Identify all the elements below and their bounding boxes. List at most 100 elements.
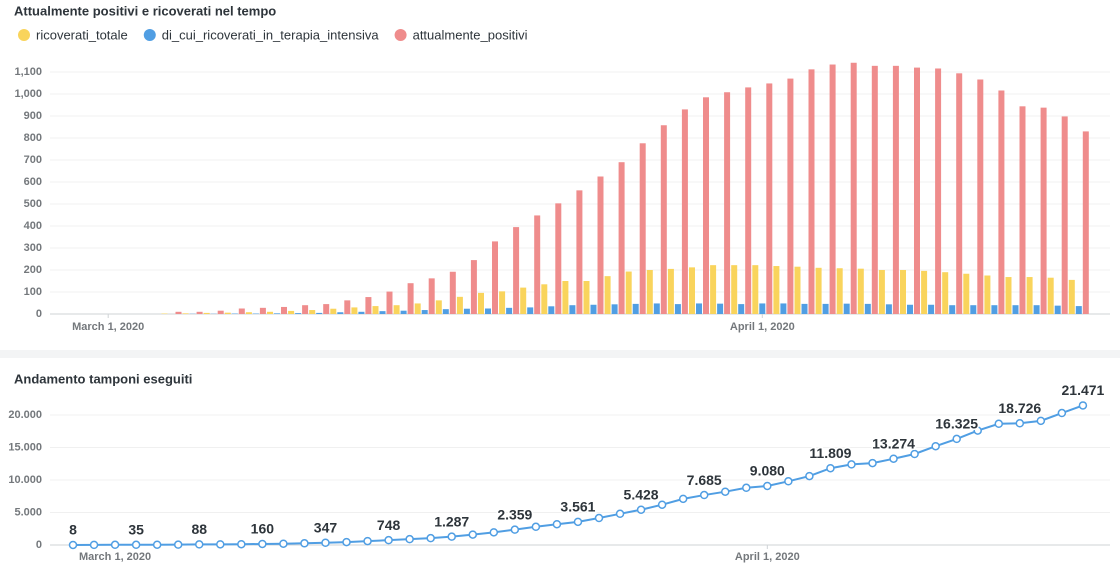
card-separator xyxy=(0,350,1120,358)
bar xyxy=(745,87,752,315)
bar xyxy=(449,271,456,314)
y-tick-label: 1,100 xyxy=(14,66,42,78)
x-tick-label: April 1, 2020 xyxy=(730,321,795,333)
point xyxy=(952,434,961,444)
bar xyxy=(815,267,822,314)
point xyxy=(763,481,772,491)
data-label: 21.471 xyxy=(1062,382,1105,398)
point xyxy=(300,539,309,548)
bar xyxy=(386,291,393,314)
y-tick-label: 500 xyxy=(24,198,42,210)
bar xyxy=(1054,305,1061,314)
point xyxy=(489,528,499,537)
data-label: 3.561 xyxy=(560,499,595,515)
point xyxy=(173,540,183,549)
point xyxy=(1036,416,1046,426)
bar xyxy=(738,304,745,314)
y-tick-label: 0 xyxy=(36,308,42,320)
data-label: 347 xyxy=(314,519,338,535)
point xyxy=(1015,419,1025,428)
y-tick-label: 300 xyxy=(24,242,42,254)
bar xyxy=(801,303,808,314)
bar xyxy=(456,296,463,314)
data-label: 2.359 xyxy=(497,506,532,522)
bar xyxy=(878,270,885,314)
bar xyxy=(295,313,302,314)
bar xyxy=(1068,279,1075,314)
bar xyxy=(674,304,681,314)
bar xyxy=(850,62,857,315)
bar xyxy=(766,83,773,314)
data-label: 35 xyxy=(128,521,144,537)
point xyxy=(1057,408,1067,418)
bar xyxy=(773,266,780,314)
bar xyxy=(302,305,309,314)
point xyxy=(805,471,814,481)
bar xyxy=(956,73,963,314)
bar xyxy=(196,311,203,314)
data-label: 16.325 xyxy=(935,416,978,432)
bar xyxy=(703,97,709,314)
bar xyxy=(288,310,295,314)
bar xyxy=(428,278,435,314)
bar xyxy=(639,143,646,314)
y-tick-label: 0 xyxy=(36,539,42,551)
point xyxy=(1078,401,1088,410)
y-tick-label: 900 xyxy=(24,110,42,122)
legend-label: attualmente_positivi xyxy=(413,27,528,42)
data-label: 11.809 xyxy=(809,445,851,461)
bar xyxy=(1082,131,1089,314)
bar xyxy=(478,292,484,314)
point xyxy=(426,533,435,543)
data-label: 8 xyxy=(69,522,77,538)
y-tick-label: 20.000 xyxy=(8,409,42,421)
y-tick-label: 800 xyxy=(24,132,42,144)
point xyxy=(194,540,204,549)
bar xyxy=(562,281,569,314)
point xyxy=(279,539,288,548)
bar xyxy=(836,268,843,314)
point xyxy=(384,535,393,545)
bar xyxy=(1019,106,1026,314)
bar xyxy=(541,284,548,314)
bar xyxy=(323,304,330,314)
bar xyxy=(414,303,421,314)
point xyxy=(889,454,898,463)
bar xyxy=(611,304,618,314)
bar xyxy=(182,313,189,314)
x-tick-label: April 1, 2020 xyxy=(735,551,800,563)
bar xyxy=(583,281,590,314)
bar xyxy=(527,307,534,314)
point xyxy=(594,513,604,523)
bar xyxy=(794,266,801,314)
bar xyxy=(892,65,899,314)
point xyxy=(784,477,793,486)
bar xyxy=(597,176,604,314)
bar xyxy=(421,310,428,314)
chart-title: Andamento tamponi eseguiti xyxy=(14,371,192,386)
bar xyxy=(991,305,998,314)
bar xyxy=(569,305,576,314)
point xyxy=(552,519,562,529)
point xyxy=(447,532,456,541)
x-tick-label: March 1, 2020 xyxy=(72,321,144,333)
bar xyxy=(203,312,210,314)
bar xyxy=(358,311,365,314)
bar xyxy=(1012,305,1019,314)
bar xyxy=(928,304,935,314)
y-tick-label: 600 xyxy=(24,176,42,188)
data-label: 13.274 xyxy=(872,435,915,451)
bar xyxy=(681,109,688,315)
bar xyxy=(379,311,386,314)
bar xyxy=(337,312,344,314)
bar xyxy=(970,305,977,314)
bar xyxy=(316,312,323,314)
bar xyxy=(175,311,182,314)
legend-swatch xyxy=(143,29,156,41)
bar xyxy=(513,227,520,314)
data-label: 88 xyxy=(191,521,207,537)
bar xyxy=(492,241,498,314)
bar xyxy=(900,270,906,314)
bar xyxy=(907,304,913,314)
